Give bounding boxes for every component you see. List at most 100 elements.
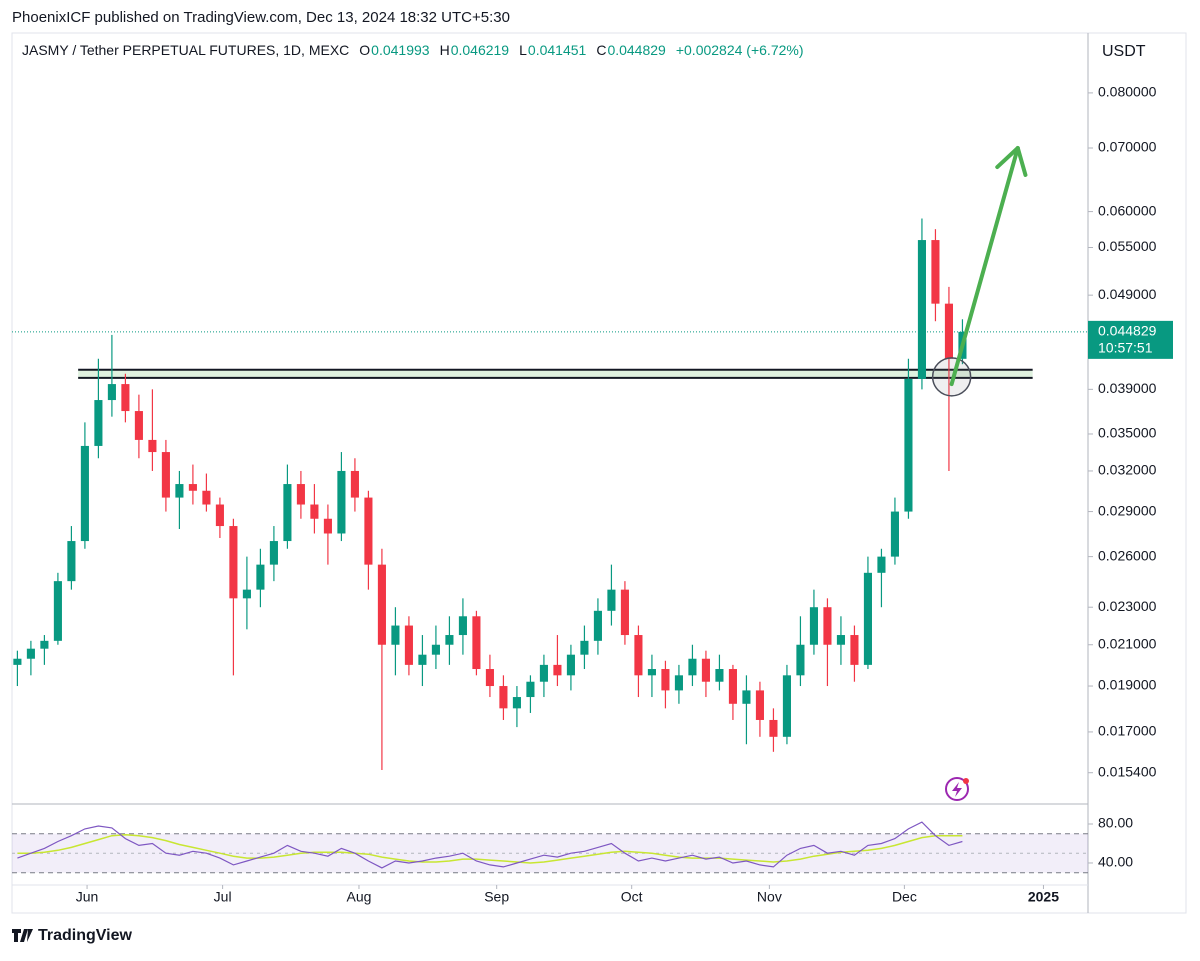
- frame: [11, 32, 1187, 914]
- candle-body: [121, 384, 130, 412]
- candle-body: [148, 439, 157, 453]
- last-price-label: 0.044829: [1098, 323, 1157, 339]
- x-tick-label: Jul: [214, 889, 232, 905]
- candle-body: [13, 658, 22, 665]
- candle-body: [904, 378, 913, 512]
- candle-body: [661, 669, 670, 691]
- x-tick-label: 2025: [1028, 889, 1059, 905]
- candle-body: [526, 681, 535, 698]
- ohlc-key: C: [596, 42, 606, 58]
- candle-body: [283, 484, 292, 542]
- candle-body: [620, 589, 629, 636]
- candle-body: [40, 640, 49, 649]
- rsi-line: [17, 821, 963, 869]
- ohlc-key: L: [519, 42, 527, 58]
- ohlc-value: 0.041451: [528, 42, 587, 58]
- x-tick-label: Dec: [892, 889, 917, 905]
- candle-body: [647, 669, 656, 676]
- symbol: JASMY / Tether PERPETUAL FUTURES, 1D, ME…: [22, 42, 349, 58]
- support-zone: [78, 369, 1033, 378]
- candle-body: [823, 607, 832, 645]
- candle-body: [944, 303, 953, 359]
- currency: USDT: [1102, 43, 1146, 60]
- candle-body: [431, 644, 440, 655]
- candle-body: [688, 658, 697, 676]
- y-tick-label: 0.032000: [1098, 462, 1157, 478]
- candle-body: [566, 654, 575, 676]
- y-tick-label: 80.00: [1098, 815, 1133, 831]
- candle-body: [701, 658, 710, 682]
- arrow-head: [995, 145, 1028, 177]
- candle-body: [337, 470, 346, 534]
- candle-body: [134, 411, 143, 440]
- candle-body: [809, 607, 818, 645]
- ohlc-key: O: [359, 42, 370, 58]
- change: +0.002824 (+6.72%): [676, 42, 804, 58]
- candle-body: [863, 572, 872, 665]
- x-tick-label: Jun: [76, 889, 99, 905]
- candle-body: [499, 686, 508, 709]
- ohlc-value: 0.044829: [607, 42, 666, 58]
- candle-body: [391, 625, 400, 645]
- candle-body: [742, 690, 751, 704]
- y-tick-label: 0.019000: [1098, 677, 1157, 693]
- candle-body: [202, 490, 211, 505]
- y-tick-label: 0.015400: [1098, 763, 1157, 779]
- candle-body: [539, 664, 548, 682]
- brand: TradingView: [38, 927, 133, 944]
- x-tick-label: Nov: [757, 889, 782, 905]
- candle-body: [728, 669, 737, 704]
- y-tick-label: 0.021000: [1098, 635, 1157, 651]
- candle-body: [755, 690, 764, 720]
- y-tick-label: 0.039000: [1098, 380, 1157, 396]
- candle-body: [472, 616, 481, 670]
- candle-body: [850, 635, 859, 665]
- publisher: PhoenixICF published on TradingView.com,…: [12, 9, 510, 26]
- candle-body: [512, 697, 521, 709]
- candle-body: [458, 616, 467, 636]
- x-tick-label: Oct: [621, 889, 643, 905]
- candle-body: [593, 610, 602, 641]
- candle-body: [67, 541, 76, 582]
- y-tick-label: 0.070000: [1098, 139, 1157, 155]
- candle-body: [215, 504, 224, 527]
- candle-body: [242, 589, 251, 599]
- candle-body: [269, 541, 278, 565]
- candle-body: [445, 635, 454, 645]
- candle-body: [188, 484, 197, 491]
- y-tick-label: 0.017000: [1098, 723, 1157, 739]
- y-tick-label: 0.060000: [1098, 202, 1157, 218]
- candle-body: [107, 384, 116, 401]
- countdown-label: 10:57:51: [1098, 340, 1153, 356]
- candle-body: [674, 675, 683, 691]
- candle-body: [404, 625, 413, 665]
- candle-body: [310, 504, 319, 519]
- candle-body: [796, 644, 805, 676]
- candle-body: [931, 240, 940, 304]
- candle-body: [80, 445, 89, 542]
- candle-body: [769, 719, 778, 737]
- y-tick-label: 0.026000: [1098, 547, 1157, 563]
- candle-body: [94, 400, 103, 446]
- x-tick-label: Sep: [484, 889, 509, 905]
- y-tick-label: 40.00: [1098, 854, 1133, 870]
- y-tick-label: 0.055000: [1098, 238, 1157, 254]
- candle-body: [350, 470, 359, 498]
- candle-body: [175, 484, 184, 498]
- trend-arrow: [949, 145, 1020, 387]
- flash-icon: [945, 777, 969, 801]
- candle-body: [782, 675, 791, 737]
- candle-body: [877, 556, 886, 573]
- y-tick-label: 0.049000: [1098, 286, 1157, 302]
- candle-body: [553, 664, 562, 676]
- candle-body: [53, 581, 62, 641]
- candle-body: [296, 484, 305, 505]
- candle-body: [890, 511, 899, 557]
- candle-body: [485, 669, 494, 687]
- candle-body: [580, 640, 589, 655]
- candle-body: [634, 635, 643, 676]
- ohlc-value: 0.046219: [451, 42, 510, 58]
- y-tick-label: 0.023000: [1098, 598, 1157, 614]
